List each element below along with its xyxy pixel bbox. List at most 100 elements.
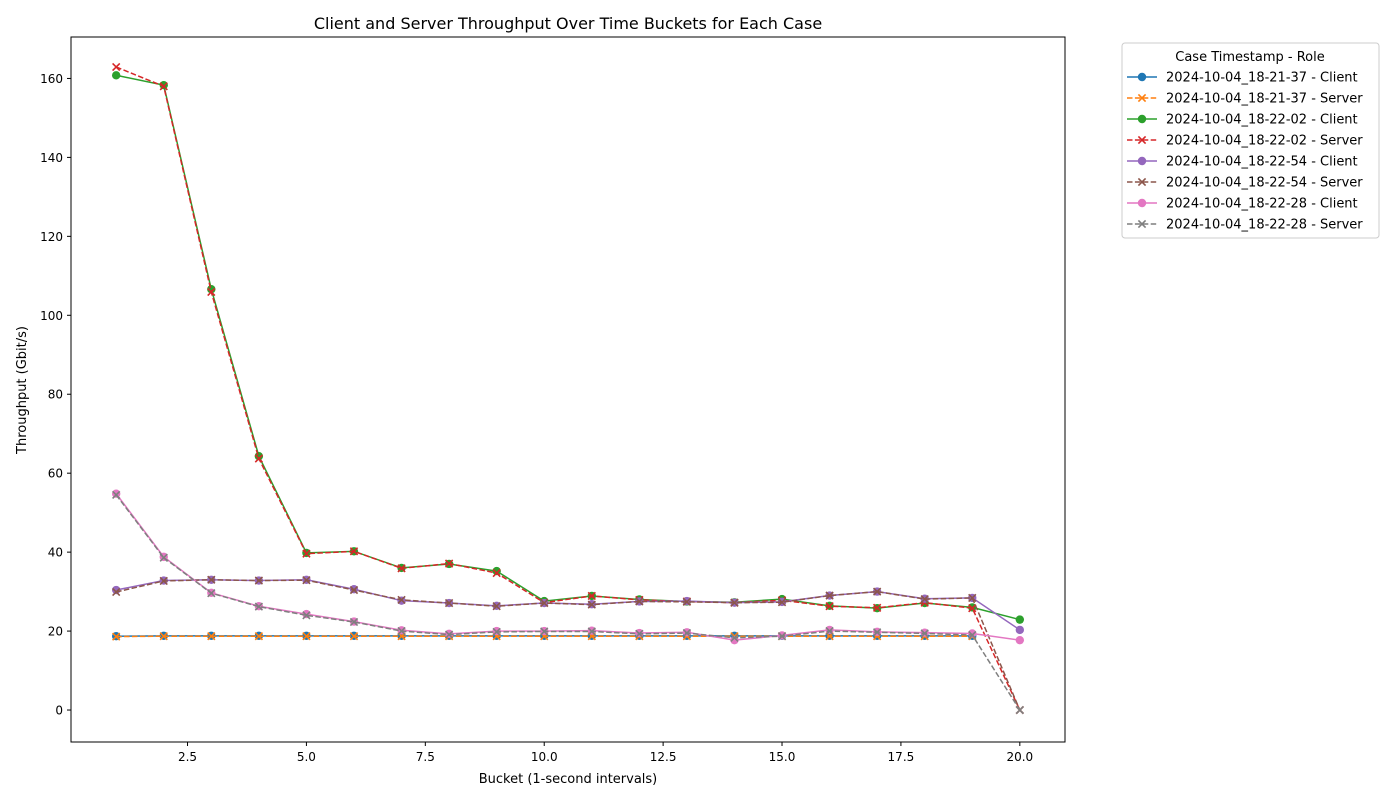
data-point <box>112 587 121 597</box>
x-tick-label: 15.0 <box>769 750 796 764</box>
data-point <box>349 632 359 641</box>
axes: 2.5 5.0 7.5 10.0 12.5 15.0 17.5 20.0 0 20 40 60 80 10… <box>40 36 1066 764</box>
legend-entry: 2024-10-04_18-22-54 - Server <box>1127 176 1363 191</box>
data-point <box>349 547 359 556</box>
legend-swatch-marker <box>1137 198 1147 208</box>
x-tick-label: 5.0 <box>297 750 316 764</box>
series-line <box>115 494 1021 711</box>
data-point <box>872 587 882 596</box>
data-point <box>302 575 311 585</box>
data-point <box>492 627 501 637</box>
series-line <box>116 579 1021 711</box>
data-point <box>635 597 644 606</box>
x-tick-label: 7.5 <box>416 750 435 764</box>
series-4 <box>112 62 1024 715</box>
data-point <box>254 632 264 641</box>
plot-frame <box>70 36 1066 743</box>
legend-label: 2024-10-04_18-22-54 - Client <box>1166 155 1358 170</box>
legend-entry: 2024-10-04_18-22-02 - Server <box>1127 134 1363 149</box>
data-point <box>349 585 359 595</box>
data-point <box>1015 635 1025 645</box>
series-line <box>115 493 1020 641</box>
data-point <box>540 598 549 608</box>
data-point <box>730 633 739 642</box>
data-point <box>254 602 264 611</box>
data-point <box>444 559 454 568</box>
x-tick-label: 10.0 <box>531 750 558 764</box>
y-tick-label: 120 <box>40 230 63 244</box>
y-tick-label: 160 <box>40 72 63 86</box>
data-point <box>492 566 501 576</box>
data-point <box>254 452 264 461</box>
legend-entry: 2024-10-04_18-22-02 - Client <box>1127 113 1358 128</box>
data-point <box>968 593 977 603</box>
legend-swatch-marker <box>1137 177 1147 187</box>
data-point <box>159 576 168 586</box>
data-point <box>872 628 882 637</box>
legend-swatch-marker <box>1137 114 1147 124</box>
series-7 <box>111 489 1025 645</box>
data-point <box>920 629 929 638</box>
x-axis-label: Bucket (1-second intervals) <box>479 772 658 787</box>
x-tick-label: 12.5 <box>650 750 677 764</box>
data-point <box>349 617 359 627</box>
legend-label: 2024-10-04_18-22-28 - Server <box>1166 218 1363 233</box>
x-tick-label: 2.5 <box>178 750 197 764</box>
y-axis-label: Throughput (Gbit/s) <box>15 326 30 455</box>
legend-label: 2024-10-04_18-22-28 - Client <box>1166 197 1358 212</box>
series-line <box>116 74 1021 621</box>
data-point <box>207 589 216 598</box>
legend-entry: 2024-10-04_18-22-54 - Client <box>1127 155 1358 170</box>
data-point <box>1015 615 1025 624</box>
legend-swatch-marker <box>1137 93 1147 103</box>
series-8 <box>112 490 1024 715</box>
legend-label: 2024-10-04_18-22-02 - Client <box>1166 113 1358 128</box>
y-tick-label: 80 <box>48 388 63 402</box>
y-tick-label: 20 <box>48 625 63 639</box>
data-point <box>159 80 168 90</box>
data-point <box>968 604 977 613</box>
plot-area <box>111 62 1025 715</box>
series-5 <box>111 575 1025 635</box>
data-point <box>207 632 216 641</box>
legend-label: 2024-10-04_18-21-37 - Server <box>1166 92 1363 107</box>
series-line <box>115 66 1021 711</box>
data-point <box>207 575 216 584</box>
series-6 <box>112 575 1024 715</box>
data-point <box>682 597 692 607</box>
data-point <box>1015 625 1025 635</box>
data-point <box>920 594 929 604</box>
data-point <box>825 602 834 611</box>
legend-label: 2024-10-04_18-21-37 - Client <box>1166 71 1358 86</box>
data-point <box>112 632 121 641</box>
data-point <box>587 627 596 636</box>
data-point <box>777 632 787 641</box>
data-point <box>159 553 168 562</box>
y-tick-label: 60 <box>48 467 63 481</box>
y-tick-label: 140 <box>40 151 63 165</box>
legend-entry: 2024-10-04_18-22-28 - Client <box>1127 197 1358 212</box>
series-3 <box>111 71 1025 624</box>
chart-title: Client and Server Throughput Over Time B… <box>314 14 822 33</box>
data-point <box>112 62 121 72</box>
y-tick-label: 0 <box>55 704 63 718</box>
data-point <box>111 71 121 80</box>
data-point <box>397 595 406 605</box>
x-tick-label: 20.0 <box>1006 750 1033 764</box>
y-tick-label: 40 <box>48 546 63 560</box>
legend-swatch-marker <box>1137 72 1147 82</box>
data-point <box>492 602 501 611</box>
data-point <box>872 603 882 612</box>
data-point <box>112 490 121 500</box>
data-point <box>207 287 216 297</box>
data-point <box>444 630 454 639</box>
data-point <box>635 629 644 639</box>
legend-swatch-marker <box>1137 135 1147 145</box>
legend-swatch-marker <box>1137 156 1147 166</box>
legend-frame <box>1121 42 1380 239</box>
data-point <box>587 600 596 609</box>
data-point <box>777 598 787 607</box>
data-point <box>492 568 501 578</box>
data-point <box>682 628 692 638</box>
data-point <box>159 82 168 91</box>
